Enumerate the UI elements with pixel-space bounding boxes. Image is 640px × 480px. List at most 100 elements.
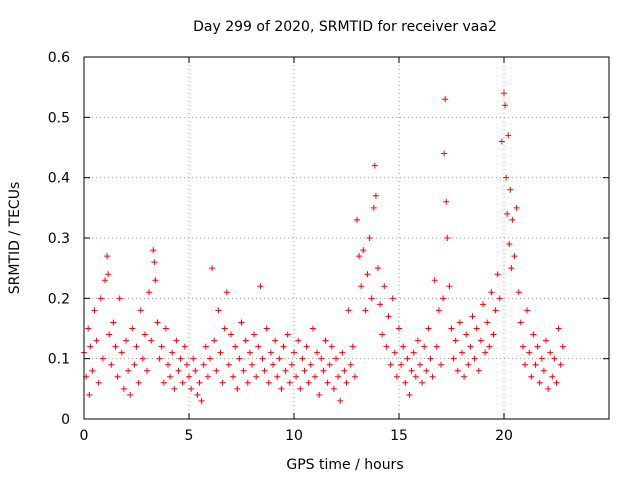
data-point <box>557 361 564 368</box>
data-point <box>307 361 314 368</box>
data-point <box>559 343 566 350</box>
data-point <box>125 367 132 374</box>
data-point <box>322 337 329 344</box>
data-point <box>492 307 499 314</box>
y-tick-label: 0.3 <box>48 231 70 247</box>
data-point <box>249 361 255 368</box>
x-tick-label: 20 <box>495 428 513 444</box>
data-point <box>318 355 325 362</box>
data-point <box>223 289 230 296</box>
data-point <box>154 319 161 326</box>
x-tick-label: 15 <box>390 428 408 444</box>
data-point <box>433 343 440 350</box>
data-point <box>112 343 119 350</box>
data-point <box>160 379 167 386</box>
data-points <box>81 90 566 404</box>
data-point <box>263 325 270 332</box>
data-point <box>246 349 253 356</box>
data-point <box>417 361 423 368</box>
data-point <box>85 325 92 332</box>
data-point <box>385 313 392 320</box>
data-point <box>93 337 100 344</box>
data-point <box>372 192 379 199</box>
data-point <box>496 295 503 302</box>
data-point <box>257 283 264 290</box>
data-point <box>461 373 468 380</box>
data-point <box>97 295 104 302</box>
data-point <box>440 295 447 302</box>
data-point <box>555 325 562 332</box>
x-tick-label: 5 <box>185 428 194 444</box>
data-point <box>87 343 94 350</box>
data-point <box>232 343 239 350</box>
data-point <box>118 349 125 356</box>
data-point <box>228 331 234 338</box>
data-point <box>251 331 258 338</box>
data-point <box>148 337 155 344</box>
data-point <box>320 367 327 374</box>
y-tick-label: 0.6 <box>48 50 70 66</box>
data-point <box>297 385 304 392</box>
data-point <box>91 307 98 314</box>
data-point <box>165 361 171 368</box>
data-point <box>114 373 121 380</box>
data-point <box>534 343 541 350</box>
data-point <box>173 337 180 344</box>
data-point <box>265 379 272 386</box>
data-point <box>400 343 407 350</box>
data-point <box>408 367 415 374</box>
data-point <box>431 277 438 284</box>
data-point <box>158 343 165 350</box>
data-point <box>156 355 163 362</box>
data-point <box>406 391 413 398</box>
y-tick-label: 0.1 <box>48 352 70 368</box>
data-point <box>511 253 518 260</box>
data-point <box>286 379 293 386</box>
data-point <box>190 355 197 362</box>
data-point <box>324 379 331 386</box>
data-point <box>482 349 489 356</box>
data-point <box>131 361 138 368</box>
data-point <box>498 138 505 145</box>
data-point <box>150 247 157 254</box>
data-point <box>522 361 528 368</box>
data-point <box>375 265 381 272</box>
data-point <box>396 325 402 332</box>
data-point <box>139 355 146 362</box>
data-point <box>116 295 123 302</box>
data-point <box>238 319 245 326</box>
data-point <box>351 373 358 380</box>
data-point <box>188 385 195 392</box>
data-point <box>221 325 228 332</box>
x-tick-label: 0 <box>80 428 89 444</box>
data-point <box>120 385 127 392</box>
data-point <box>506 241 513 248</box>
data-point <box>181 343 188 350</box>
data-point <box>427 355 434 362</box>
data-point <box>225 361 232 368</box>
data-point <box>240 367 247 374</box>
data-point <box>198 397 205 404</box>
data-point <box>419 379 426 386</box>
data-point <box>209 265 216 272</box>
data-point <box>175 367 182 374</box>
data-point <box>129 325 136 332</box>
data-point <box>270 361 276 368</box>
data-point <box>410 349 417 356</box>
data-point <box>509 216 516 223</box>
data-point <box>301 367 308 374</box>
data-point <box>480 301 486 308</box>
data-point <box>435 307 442 314</box>
data-point <box>381 283 388 290</box>
data-point <box>274 373 281 380</box>
data-point <box>354 216 360 223</box>
data-point <box>536 379 543 386</box>
data-point <box>284 331 291 338</box>
data-point <box>177 355 184 362</box>
data-point <box>486 343 493 350</box>
data-point <box>402 379 409 386</box>
data-point <box>454 367 461 374</box>
data-point <box>144 367 150 374</box>
data-point <box>167 373 174 380</box>
data-point <box>443 198 450 205</box>
